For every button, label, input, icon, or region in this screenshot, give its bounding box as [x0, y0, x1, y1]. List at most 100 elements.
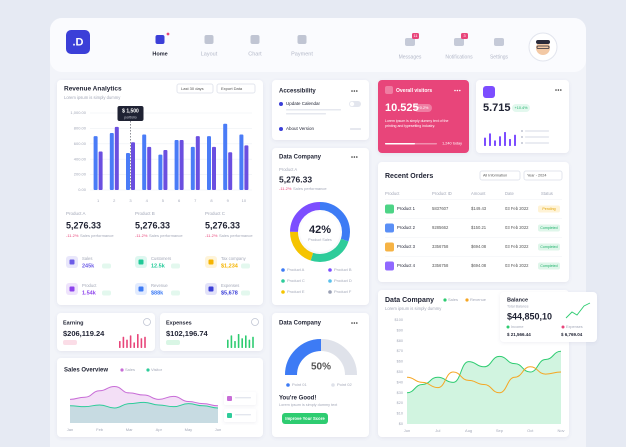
series-line — [69, 385, 219, 407]
placeholder-line — [350, 128, 361, 130]
tool-icon[interactable] — [405, 38, 415, 46]
cell: $150.21 — [471, 225, 487, 230]
menu-dots[interactable] — [459, 89, 461, 92]
area-fill — [407, 351, 561, 424]
nav-item[interactable]: Home — [152, 51, 167, 57]
product-icon — [385, 223, 394, 233]
stat-icon — [69, 286, 75, 292]
nav-item[interactable]: Chart — [248, 51, 262, 57]
note: Lorem ipsum is simply dummy text — [279, 403, 338, 407]
cell: 03 Feb 2022 — [505, 206, 529, 211]
dropdown[interactable] — [176, 83, 214, 94]
button-label[interactable]: Improve Your Score — [285, 416, 325, 421]
menu-dots[interactable] — [353, 156, 356, 158]
cell: $694.08 — [471, 263, 487, 268]
x-tick-label: Apr — [156, 427, 163, 432]
button-label[interactable]: Export Data — [221, 86, 243, 91]
stat-icon — [138, 259, 144, 265]
logo — [66, 30, 90, 54]
legend-swatch — [328, 290, 332, 294]
placeholder-line — [235, 397, 251, 399]
tool-label[interactable]: Notifications — [445, 54, 473, 60]
y-tick-label: $90 — [397, 328, 403, 332]
mini-bar — [227, 339, 229, 348]
tool-icon[interactable] — [454, 38, 464, 46]
bar — [195, 136, 200, 190]
expenses-label: Expenses — [566, 325, 583, 329]
avatar-glasses — [536, 45, 550, 49]
stat-icon — [138, 286, 144, 292]
bullet — [521, 136, 523, 138]
pill — [166, 340, 180, 345]
product-note: Sales performance — [219, 233, 253, 238]
x-tick-label: 8 — [210, 198, 213, 203]
mini-bar — [119, 341, 121, 348]
card — [160, 313, 263, 351]
mini-bar — [514, 134, 516, 146]
card-title: Earning — [63, 320, 83, 326]
series-line — [69, 401, 219, 409]
nav-icon[interactable] — [297, 35, 307, 44]
mini-bar — [494, 140, 496, 146]
bar — [147, 146, 152, 190]
tool-icon[interactable] — [494, 38, 504, 46]
y-tick-label: 1,000.00 — [70, 110, 86, 115]
menu-dots[interactable] — [351, 156, 353, 158]
dropdown[interactable] — [479, 170, 521, 181]
menu-dots[interactable] — [356, 90, 358, 92]
cell: 9285662 — [432, 225, 449, 230]
stat-label: Tax company — [221, 256, 247, 261]
badge — [414, 104, 432, 112]
bullet — [521, 142, 523, 144]
sparkline — [565, 302, 591, 319]
card-title: Recent Orders — [385, 173, 433, 180]
card-title: Sales Overview — [64, 368, 108, 374]
dropdown-label[interactable]: Last 30 days — [181, 86, 204, 91]
tool-label[interactable]: Messages — [399, 54, 422, 60]
top-bar — [50, 18, 586, 72]
stat-pill — [102, 290, 111, 296]
tooltip-value: $ 1,500 — [122, 108, 139, 114]
menu-dots[interactable] — [351, 322, 353, 324]
nav-icon[interactable] — [155, 35, 165, 44]
menu-dots[interactable] — [353, 322, 356, 324]
legend-swatch — [331, 383, 335, 387]
card-title: Data Company — [279, 321, 322, 327]
x-tick-label: Feb — [96, 427, 104, 432]
nav-icon[interactable] — [204, 35, 214, 44]
column-header: Amount — [471, 191, 486, 196]
menu-dots[interactable] — [456, 89, 459, 92]
product-name: Product A — [66, 211, 86, 216]
nav-icon[interactable] — [250, 35, 260, 44]
nav-item[interactable]: Payment — [291, 51, 313, 57]
x-tick-label: 6 — [178, 198, 181, 203]
dropdown-label[interactable]: All Information — [483, 174, 507, 178]
card-title: Balance — [507, 297, 528, 303]
menu-dots[interactable] — [351, 90, 353, 92]
menu-dots[interactable] — [557, 89, 560, 91]
card-title: Data Company — [385, 297, 434, 304]
menu-dots[interactable] — [560, 89, 562, 91]
y-tick-label: $0 — [399, 422, 403, 426]
bar — [223, 123, 228, 190]
cell: Product 2 — [397, 225, 416, 230]
item-label[interactable]: About Version — [286, 126, 315, 131]
dropdown-label[interactable]: Year - 2024 — [527, 174, 547, 178]
y-tick-label: 400.00 — [74, 156, 87, 161]
button[interactable] — [282, 413, 328, 424]
legend-swatch — [281, 290, 285, 294]
dropdown[interactable] — [523, 170, 563, 181]
menu-dots[interactable] — [454, 89, 456, 92]
donut-segment — [290, 202, 350, 262]
menu-dots[interactable] — [356, 156, 358, 158]
message: You're Good! — [279, 396, 316, 402]
button[interactable] — [216, 83, 256, 94]
legend-swatch — [120, 368, 124, 372]
menu-dots[interactable] — [353, 90, 356, 92]
nav-item[interactable]: Layout — [201, 51, 218, 57]
tool-label[interactable]: Settings — [490, 54, 509, 60]
menu-dots[interactable] — [356, 322, 358, 324]
item-label[interactable]: Update Calendar — [286, 101, 321, 106]
column-header: Product ID — [432, 191, 452, 196]
menu-dots[interactable] — [555, 89, 557, 91]
